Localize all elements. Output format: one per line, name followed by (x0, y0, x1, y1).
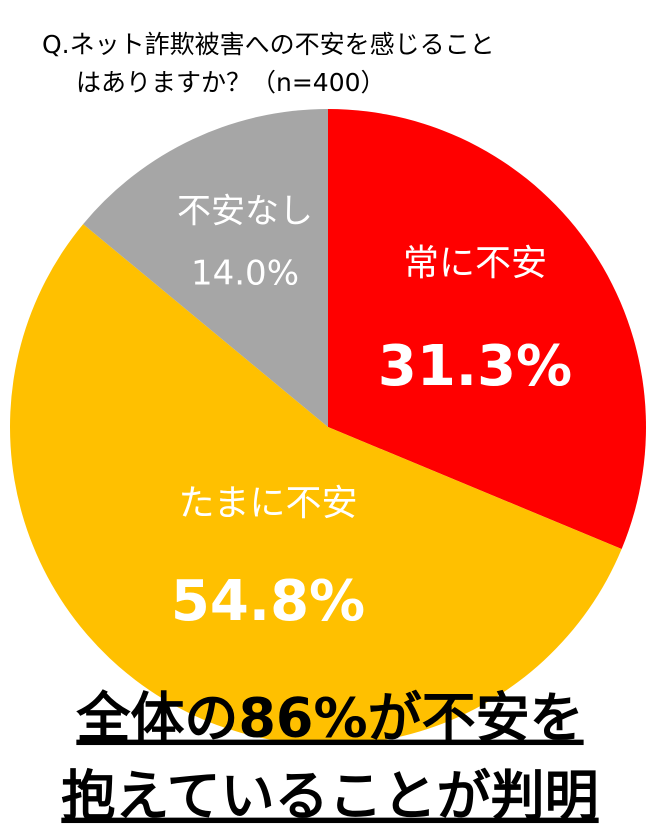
chart-title: はありますか？（n=400） (76, 68, 386, 97)
slice-label: たまに不安 (179, 483, 358, 524)
value-label: 14.0% (191, 254, 299, 294)
pie-slice (9, 224, 622, 746)
slice-label: 常に不安 (403, 243, 547, 284)
pie: 常に不安 31.3% たまに不安 54.8% 不安なし 14.0% (9, 109, 646, 746)
pie-slice (328, 109, 646, 550)
chart-title: Q.ネット詐欺被害への不安を感じること (42, 30, 495, 59)
value-label: 54.8% (171, 569, 365, 634)
annotation: 抱えていることが判明 (61, 765, 598, 828)
annotation: 全体の86%が不安を (75, 687, 583, 750)
value-label: 31.3% (378, 334, 572, 399)
slice-label: 不安なし (177, 192, 313, 232)
pie-slice (83, 109, 329, 427)
